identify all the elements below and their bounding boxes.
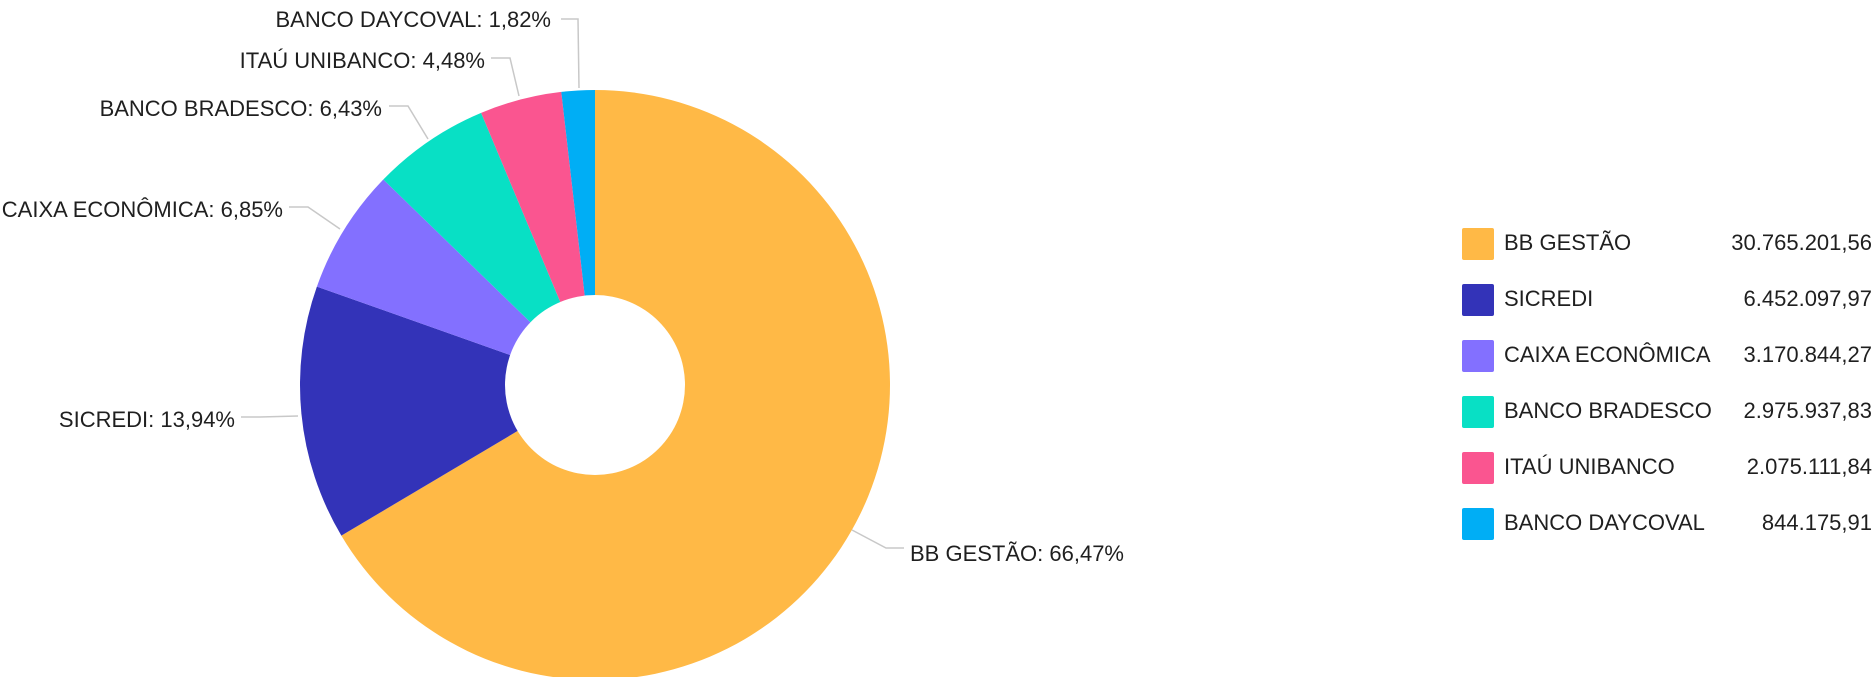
legend-label: SICREDI <box>1504 286 1593 311</box>
slice-label-banco-bradesco: BANCO BRADESCO: 6,43% <box>100 96 382 121</box>
legend-value: 2.075.111,84 <box>1747 454 1872 479</box>
donut-hole <box>505 295 685 475</box>
legend-label: BB GESTÃO <box>1504 230 1631 255</box>
leader-line-sicredi <box>241 415 299 418</box>
legend-value: 6.452.097,97 <box>1744 286 1872 311</box>
legend-label: BANCO DAYCOVAL <box>1504 510 1705 535</box>
leader-line-banco-bradesco <box>389 105 429 140</box>
slice-label-bb-gestao: BB GESTÃO: 66,47% <box>910 541 1124 566</box>
legend-value: 3.170.844,27 <box>1744 342 1872 367</box>
legend-label: CAIXA ECONÔMICA <box>1504 342 1711 367</box>
legend-item-caixa-economica[interactable]: CAIXA ECONÔMICA 3.170.844,27 <box>1462 340 1872 372</box>
leader-line-banco-daycoval <box>561 18 580 89</box>
slice-label-banco-daycoval: BANCO DAYCOVAL: 1,82% <box>275 7 551 32</box>
legend-swatch <box>1462 452 1494 484</box>
legend: BB GESTÃO 30.765.201,56 SICREDI 6.452.097,9… <box>1462 228 1872 540</box>
legend-item-bb-gestao[interactable]: BB GESTÃO 30.765.201,56 <box>1462 228 1872 260</box>
legend-label: ITAÚ UNIBANCO <box>1504 454 1675 479</box>
legend-value: 30.765.201,56 <box>1731 230 1872 255</box>
legend-item-sicredi[interactable]: SICREDI 6.452.097,97 <box>1462 284 1872 316</box>
legend-swatch <box>1462 396 1494 428</box>
slice-label-caixa-economica: CAIXA ECONÔMICA: 6,85% <box>2 197 283 222</box>
legend-swatch <box>1462 508 1494 540</box>
legend-value: 844.175,91 <box>1762 510 1872 535</box>
legend-item-itau-unibanco[interactable]: ITAÚ UNIBANCO 2.075.111,84 <box>1462 452 1872 484</box>
slice-label-itau-unibanco: ITAÚ UNIBANCO: 4,48% <box>240 48 485 73</box>
leader-line-itau-unibanco <box>491 57 520 97</box>
leader-line-caixa-economica <box>289 206 341 230</box>
slice-labels-layer: BB GESTÃO: 66,47% SICREDI: 13,94% CAIXA EC… <box>2 7 1124 566</box>
legend-value: 2.975.937,83 <box>1744 398 1872 423</box>
legend-label: BANCO BRADESCO <box>1504 398 1712 423</box>
legend-swatch <box>1462 228 1494 260</box>
slice-label-sicredi: SICREDI: 13,94% <box>59 407 235 432</box>
slice-sicredi[interactable] <box>300 286 595 536</box>
legend-swatch <box>1462 284 1494 316</box>
legend-swatch <box>1462 340 1494 372</box>
legend-item-banco-bradesco[interactable]: BANCO BRADESCO 2.975.937,83 <box>1462 396 1872 428</box>
leader-line-bb-gestao <box>851 529 904 549</box>
legend-item-banco-daycoval[interactable]: BANCO DAYCOVAL 844.175,91 <box>1462 508 1872 540</box>
